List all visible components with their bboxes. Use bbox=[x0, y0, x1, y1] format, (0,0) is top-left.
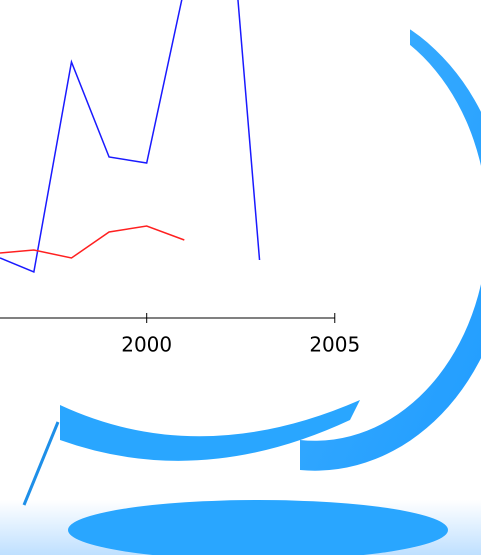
x-tick-label: 2005 bbox=[309, 333, 360, 357]
x-tick-label: 2000 bbox=[121, 333, 172, 357]
screen: 2000 2005 bbox=[0, 0, 481, 555]
globe-axis bbox=[24, 422, 58, 505]
